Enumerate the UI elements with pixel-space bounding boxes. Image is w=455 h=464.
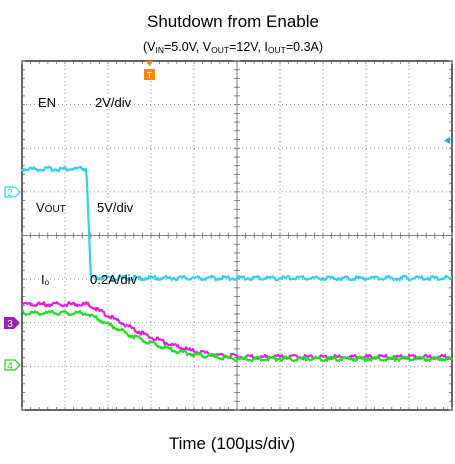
series-label-en: EN <box>38 95 56 110</box>
trace-io <box>21 309 453 362</box>
plot-grid <box>21 60 453 411</box>
trace-en <box>21 165 453 282</box>
svg-text:T: T <box>147 71 153 81</box>
svg-text:3: 3 <box>7 319 13 330</box>
trigger-marker: T <box>144 61 155 81</box>
series-label-vout: VOUT <box>36 200 66 215</box>
channel-2-marker: 2 <box>4 186 21 199</box>
trigger-level-arrow <box>444 137 450 144</box>
series-scale-en: 2V/div <box>95 95 132 110</box>
series-scale-io: 0.2A/div <box>90 272 137 287</box>
svg-text:4: 4 <box>7 361 13 372</box>
chart-title: Shutdown from Enable <box>147 12 319 31</box>
chart-subtitle: (VIN=5.0V, VOUT=12V, IOUT=0.3A) <box>143 40 323 55</box>
trace-vout <box>21 301 453 361</box>
svg-text:2: 2 <box>7 188 13 199</box>
series-label-io: Io <box>41 272 50 287</box>
channel-3-marker: 3 <box>4 317 20 330</box>
x-axis-label: Time (100µs/div) <box>169 434 295 453</box>
channel-4-marker: 4 <box>4 359 21 372</box>
series-scale-vout: 5V/div <box>97 200 134 215</box>
plot-traces <box>21 165 453 362</box>
